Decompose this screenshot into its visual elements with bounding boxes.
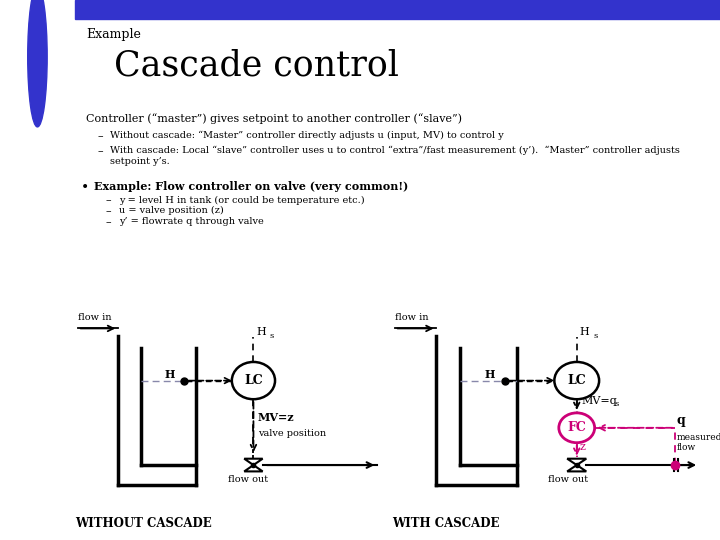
Text: flow out: flow out bbox=[228, 475, 268, 484]
Text: s: s bbox=[593, 332, 598, 340]
Text: Example: Flow controller on valve (very common!): Example: Flow controller on valve (very … bbox=[94, 181, 408, 192]
Text: MV=q: MV=q bbox=[581, 396, 617, 406]
Text: –: – bbox=[106, 206, 112, 217]
Text: MV=z: MV=z bbox=[258, 412, 294, 423]
Text: flow out: flow out bbox=[548, 475, 588, 484]
Text: H: H bbox=[485, 369, 495, 380]
Text: Controller (“master”) gives setpoint to another controller (“slave”): Controller (“master”) gives setpoint to … bbox=[86, 113, 462, 124]
Text: LC: LC bbox=[567, 374, 586, 387]
Text: –: – bbox=[106, 195, 112, 206]
Bar bbox=[75, 0, 720, 19]
Circle shape bbox=[554, 362, 599, 399]
Polygon shape bbox=[244, 458, 263, 465]
Text: flow in: flow in bbox=[78, 313, 112, 322]
Text: FC: FC bbox=[567, 421, 586, 434]
Text: q: q bbox=[677, 414, 685, 427]
Text: valve position: valve position bbox=[258, 429, 326, 438]
Text: y = level H in tank (or could be temperature etc.): y = level H in tank (or could be tempera… bbox=[119, 195, 364, 205]
Text: s: s bbox=[614, 400, 618, 408]
Text: WITH CASCADE: WITH CASCADE bbox=[392, 517, 499, 530]
Text: –: – bbox=[106, 217, 112, 227]
Text: H: H bbox=[580, 327, 590, 337]
Text: LC: LC bbox=[244, 374, 263, 387]
Text: 10: 10 bbox=[30, 516, 45, 526]
Text: Example: Example bbox=[86, 28, 141, 41]
Text: H: H bbox=[256, 327, 266, 337]
Text: •: • bbox=[81, 181, 89, 195]
Text: NTNU: NTNU bbox=[29, 214, 46, 272]
Text: measured
flow: measured flow bbox=[677, 433, 720, 452]
Text: z: z bbox=[580, 442, 585, 452]
Text: –: – bbox=[97, 131, 103, 141]
Text: –: – bbox=[97, 146, 103, 156]
Text: Without cascade: “Master” controller directly adjusts u (input, MV) to control y: Without cascade: “Master” controller dir… bbox=[110, 131, 504, 140]
Circle shape bbox=[232, 362, 275, 399]
Text: u = valve position (z): u = valve position (z) bbox=[119, 206, 223, 215]
Text: With cascade: Local “slave” controller uses u to control “extra”/fast measuremen: With cascade: Local “slave” controller u… bbox=[110, 146, 680, 155]
Polygon shape bbox=[244, 465, 263, 471]
Text: flow in: flow in bbox=[395, 313, 428, 322]
Circle shape bbox=[27, 0, 48, 127]
Polygon shape bbox=[567, 465, 586, 471]
Text: setpoint y’s.: setpoint y’s. bbox=[110, 157, 170, 166]
Text: Cascade control: Cascade control bbox=[114, 49, 398, 83]
Text: y’ = flowrate q through valve: y’ = flowrate q through valve bbox=[119, 217, 264, 226]
Text: H: H bbox=[164, 369, 174, 380]
Text: s: s bbox=[269, 332, 274, 340]
Text: WITHOUT CASCADE: WITHOUT CASCADE bbox=[75, 517, 212, 530]
Polygon shape bbox=[567, 458, 586, 465]
FancyBboxPatch shape bbox=[8, 15, 67, 98]
Circle shape bbox=[559, 413, 595, 443]
